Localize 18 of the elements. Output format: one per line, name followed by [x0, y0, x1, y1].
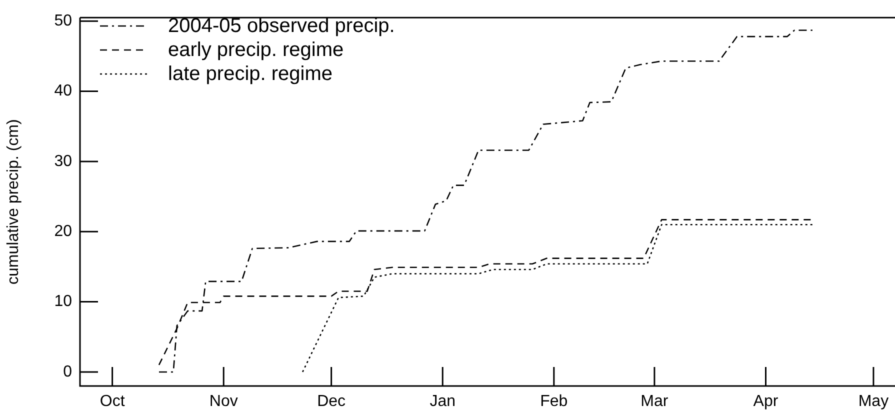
y-tick-label: 30: [54, 152, 72, 170]
x-tick-label: Jan: [430, 393, 456, 410]
x-tick-label: Mar: [640, 393, 669, 410]
x-tick-label: Feb: [540, 393, 568, 410]
legend-label: early precip. regime: [168, 38, 344, 62]
x-tick-label: Dec: [317, 393, 346, 410]
y-tick-label: 50: [54, 12, 72, 30]
x-tick-label: May: [858, 393, 889, 410]
x-tick-label: Apr: [753, 393, 779, 410]
y-axis-title: cumulative precip. (cm): [5, 119, 22, 284]
y-tick-label: 20: [54, 223, 72, 240]
legend-label: late precip. regime: [168, 62, 333, 86]
x-tick-label: Oct: [100, 393, 126, 410]
y-tick-label: 40: [54, 82, 72, 100]
legend-label: 2004-05 observed precip.: [168, 14, 395, 38]
x-tick-label: Nov: [209, 393, 238, 410]
y-tick-label: 0: [63, 363, 72, 380]
y-tick-label: 10: [54, 293, 72, 310]
